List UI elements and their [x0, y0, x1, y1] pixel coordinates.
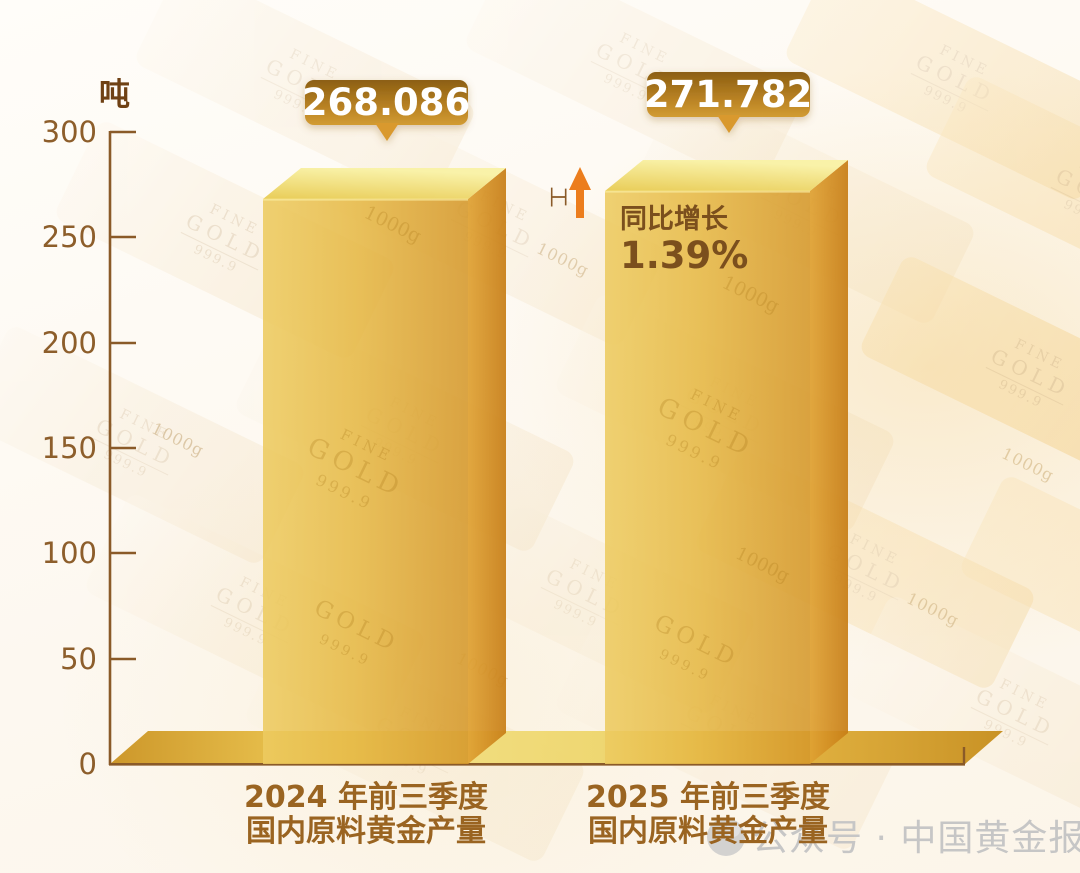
y-axis-tick-label: 50 — [60, 642, 97, 676]
value-badge-2024: 268.086 — [302, 80, 471, 141]
watermark-text: 公众号 · 中国黄金报 — [752, 818, 1080, 859]
category-2024-line1: 2024 年前三季度 — [244, 780, 488, 815]
watermark: 公众号 · 中国黄金报 — [707, 818, 1080, 859]
bar-2025-side-face — [810, 160, 848, 764]
badge-pointer — [375, 123, 399, 141]
category-labels: 2024 年前三季度 国内原料黄金产量 2025 年前三季度 国内原料黄金产量 — [244, 780, 830, 849]
category-2025-line1: 2025 年前三季度 — [586, 780, 830, 815]
bar-2025-top-face — [605, 160, 848, 191]
badge-pointer — [717, 115, 741, 133]
i-beam-marker-glyph: 工 — [546, 187, 570, 208]
badge-box — [305, 80, 468, 125]
bar-2025-front-face — [605, 191, 810, 764]
growth-value: 1.39% — [620, 234, 748, 277]
watermark-logo-highlight — [726, 823, 740, 837]
growth-annotation: 工 同比增长 1.39% — [546, 167, 748, 277]
badge-box — [647, 72, 810, 117]
value-badge-2025: 271.782 — [644, 72, 813, 133]
badge-value-2024: 268.086 — [302, 81, 471, 124]
bar-2024-front-face — [263, 199, 468, 764]
arrow-head — [569, 167, 591, 190]
axes — [108, 130, 966, 766]
bar-2024-side-face — [468, 168, 506, 764]
y-axis-tick-label: 150 — [42, 431, 97, 465]
y-axis-tick-label: 0 — [79, 747, 97, 781]
bar-2024-top-face — [263, 168, 506, 199]
y-axis-tick-labels: 300 250 200 150 100 50 0 — [42, 115, 97, 781]
category-2025-line2: 国内原料黄金产量 — [588, 814, 828, 849]
y-axis-unit-label: 吨 — [99, 77, 130, 113]
y-axis-tick-label: 300 — [42, 115, 97, 149]
y-axis-tick-label: 100 — [42, 536, 97, 570]
badge-value-2025: 271.782 — [644, 73, 813, 116]
growth-label: 同比增长 — [620, 203, 729, 235]
arrow-shaft — [576, 188, 584, 218]
bar-2025: FINE GOLD 999.9 1000g GOLD 999.9 1000g — [605, 160, 848, 764]
growth-up-arrow-icon — [569, 167, 591, 218]
y-axis-tick-label: 250 — [42, 220, 97, 254]
bar-2024: FINE GOLD 999.9 1000g GOLD 999.9 — [263, 168, 506, 764]
y-axis-ticks — [110, 130, 136, 661]
floor-platform — [110, 731, 1003, 764]
y-axis-tick-label: 200 — [42, 326, 97, 360]
category-2024-line2: 国内原料黄金产量 — [246, 814, 486, 849]
